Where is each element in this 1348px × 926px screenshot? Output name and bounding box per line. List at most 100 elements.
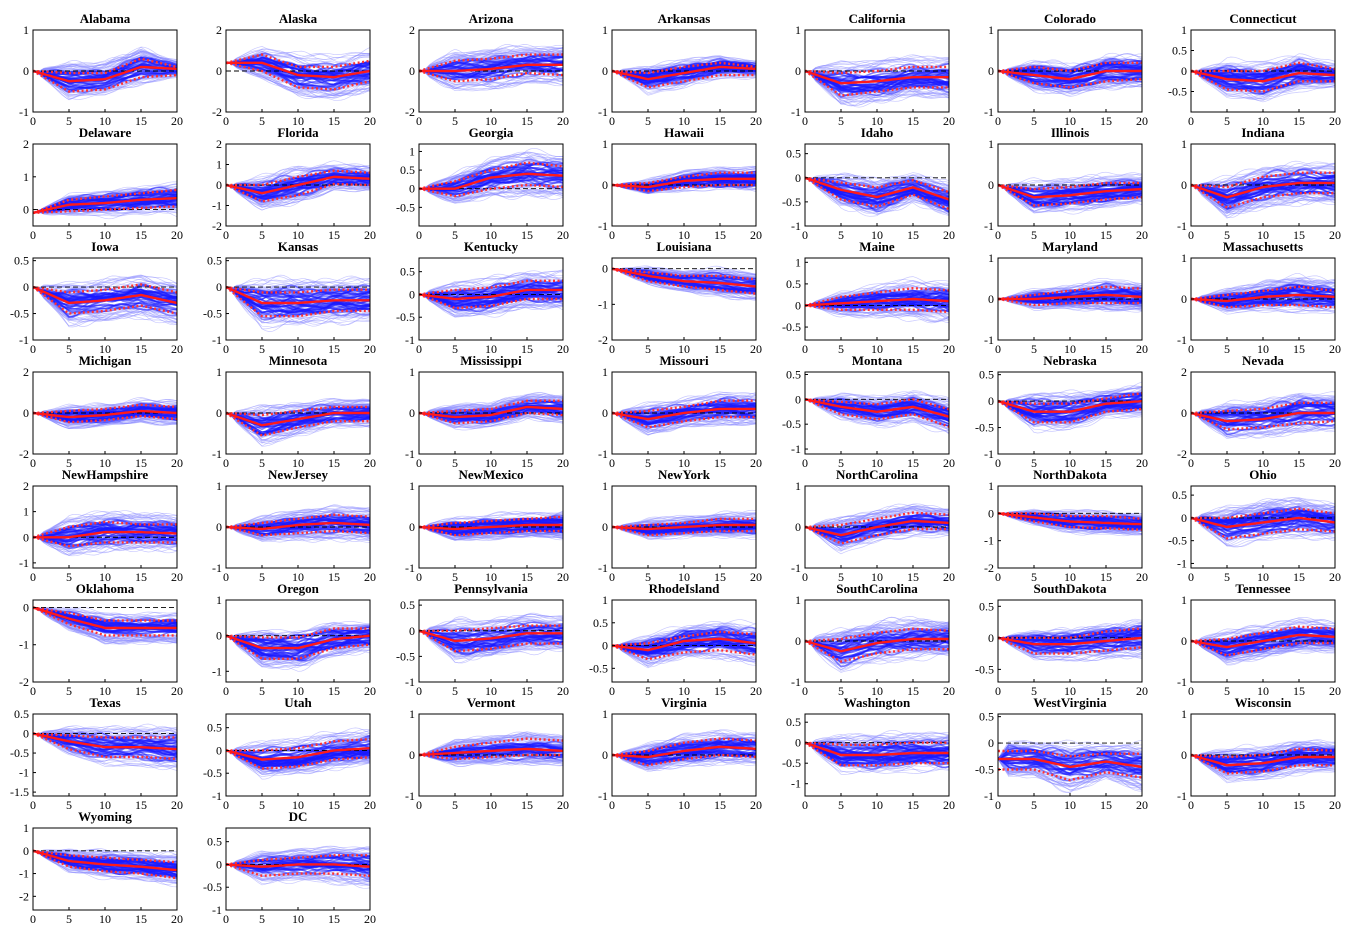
sim-path bbox=[805, 640, 949, 668]
sim-path bbox=[805, 398, 949, 435]
sim-path bbox=[1191, 497, 1335, 519]
x-tick-label: 0 bbox=[1188, 798, 1194, 812]
sim-path bbox=[612, 630, 756, 648]
simulation-band bbox=[33, 181, 177, 220]
sim-path bbox=[998, 387, 1142, 402]
sim-path bbox=[33, 400, 177, 414]
subplot-title: Montana bbox=[852, 353, 903, 368]
sim-path bbox=[226, 412, 370, 442]
sim-path bbox=[805, 621, 949, 642]
sim-path bbox=[419, 394, 563, 414]
x-tick-label: 5 bbox=[259, 342, 265, 356]
sim-path bbox=[33, 850, 177, 859]
sim-path bbox=[33, 607, 177, 642]
sim-path bbox=[419, 70, 563, 88]
sim-path bbox=[419, 734, 563, 756]
sim-path bbox=[33, 209, 177, 216]
sim-path bbox=[419, 733, 563, 756]
sim-path bbox=[612, 645, 756, 664]
sim-path bbox=[226, 864, 370, 883]
sim-path bbox=[33, 286, 177, 319]
sim-path bbox=[1191, 160, 1335, 186]
simulation-band bbox=[33, 46, 177, 101]
sim-path bbox=[805, 172, 949, 187]
sim-path bbox=[419, 526, 563, 541]
median-line bbox=[805, 741, 949, 757]
sim-path bbox=[1191, 60, 1335, 74]
sim-path bbox=[33, 286, 177, 318]
sim-path bbox=[998, 175, 1142, 187]
x-tick-label: 10 bbox=[1064, 114, 1076, 128]
x-tick-label: 20 bbox=[557, 456, 569, 470]
sim-path bbox=[612, 526, 756, 540]
median-line bbox=[33, 530, 177, 539]
x-tick-label: 0 bbox=[609, 570, 615, 584]
x-tick-label: 10 bbox=[485, 342, 497, 356]
x-tick-label: 5 bbox=[1031, 342, 1037, 356]
sim-path bbox=[1191, 184, 1335, 212]
x-tick-label: 15 bbox=[135, 114, 147, 128]
subplot-title: Mississippi bbox=[460, 353, 522, 368]
sim-path bbox=[1191, 499, 1335, 519]
sim-path bbox=[419, 186, 563, 202]
sim-path bbox=[612, 268, 756, 295]
sim-path bbox=[998, 627, 1142, 639]
sim-path bbox=[612, 412, 756, 436]
sim-path bbox=[33, 286, 177, 323]
sim-path bbox=[805, 526, 949, 551]
upper-quantile-line bbox=[612, 399, 756, 415]
sim-path bbox=[998, 512, 1142, 536]
sim-path bbox=[226, 864, 370, 886]
sim-path bbox=[419, 44, 563, 72]
y-tick-label: 1 bbox=[795, 479, 801, 493]
sim-path bbox=[419, 188, 563, 204]
x-tick-label: 10 bbox=[1257, 342, 1269, 356]
upper-quantile-line bbox=[226, 405, 370, 417]
sim-path bbox=[419, 526, 563, 538]
y-tick-label: 1 bbox=[216, 479, 222, 493]
sim-path bbox=[1191, 412, 1335, 438]
y-tick-label: 0 bbox=[988, 394, 994, 408]
y-tick-label: 1 bbox=[602, 365, 608, 379]
x-tick-label: 5 bbox=[452, 228, 458, 242]
sim-path bbox=[998, 184, 1142, 212]
sim-path bbox=[1191, 640, 1335, 661]
sim-path bbox=[226, 399, 370, 415]
upper-quantile-line bbox=[805, 398, 949, 411]
simulation-band bbox=[612, 509, 756, 541]
sim-path bbox=[33, 286, 177, 320]
sim-path bbox=[419, 290, 563, 306]
y-tick-label: 1 bbox=[602, 23, 608, 37]
sim-path bbox=[805, 526, 949, 546]
x-tick-label: 10 bbox=[1064, 228, 1076, 242]
sim-path bbox=[805, 177, 949, 215]
median-line bbox=[612, 637, 756, 652]
sim-path bbox=[226, 750, 370, 778]
x-tick-label: 10 bbox=[485, 114, 497, 128]
sim-path bbox=[805, 526, 949, 555]
sim-path bbox=[1191, 741, 1335, 756]
sim-path bbox=[226, 505, 370, 528]
sim-path bbox=[226, 407, 370, 422]
sim-path bbox=[805, 508, 949, 528]
sim-path bbox=[805, 177, 949, 210]
y-tick-label: -2 bbox=[405, 105, 415, 119]
simulation-band bbox=[612, 265, 756, 302]
sim-path bbox=[998, 70, 1142, 97]
sim-path bbox=[612, 619, 756, 646]
upper-quantile-line bbox=[998, 181, 1142, 191]
sim-path bbox=[33, 848, 177, 858]
y-tick-label: 1 bbox=[23, 23, 29, 37]
sim-path bbox=[998, 298, 1142, 311]
lower-quantile-line bbox=[419, 629, 563, 653]
y-tick-label: 0 bbox=[1181, 292, 1187, 306]
